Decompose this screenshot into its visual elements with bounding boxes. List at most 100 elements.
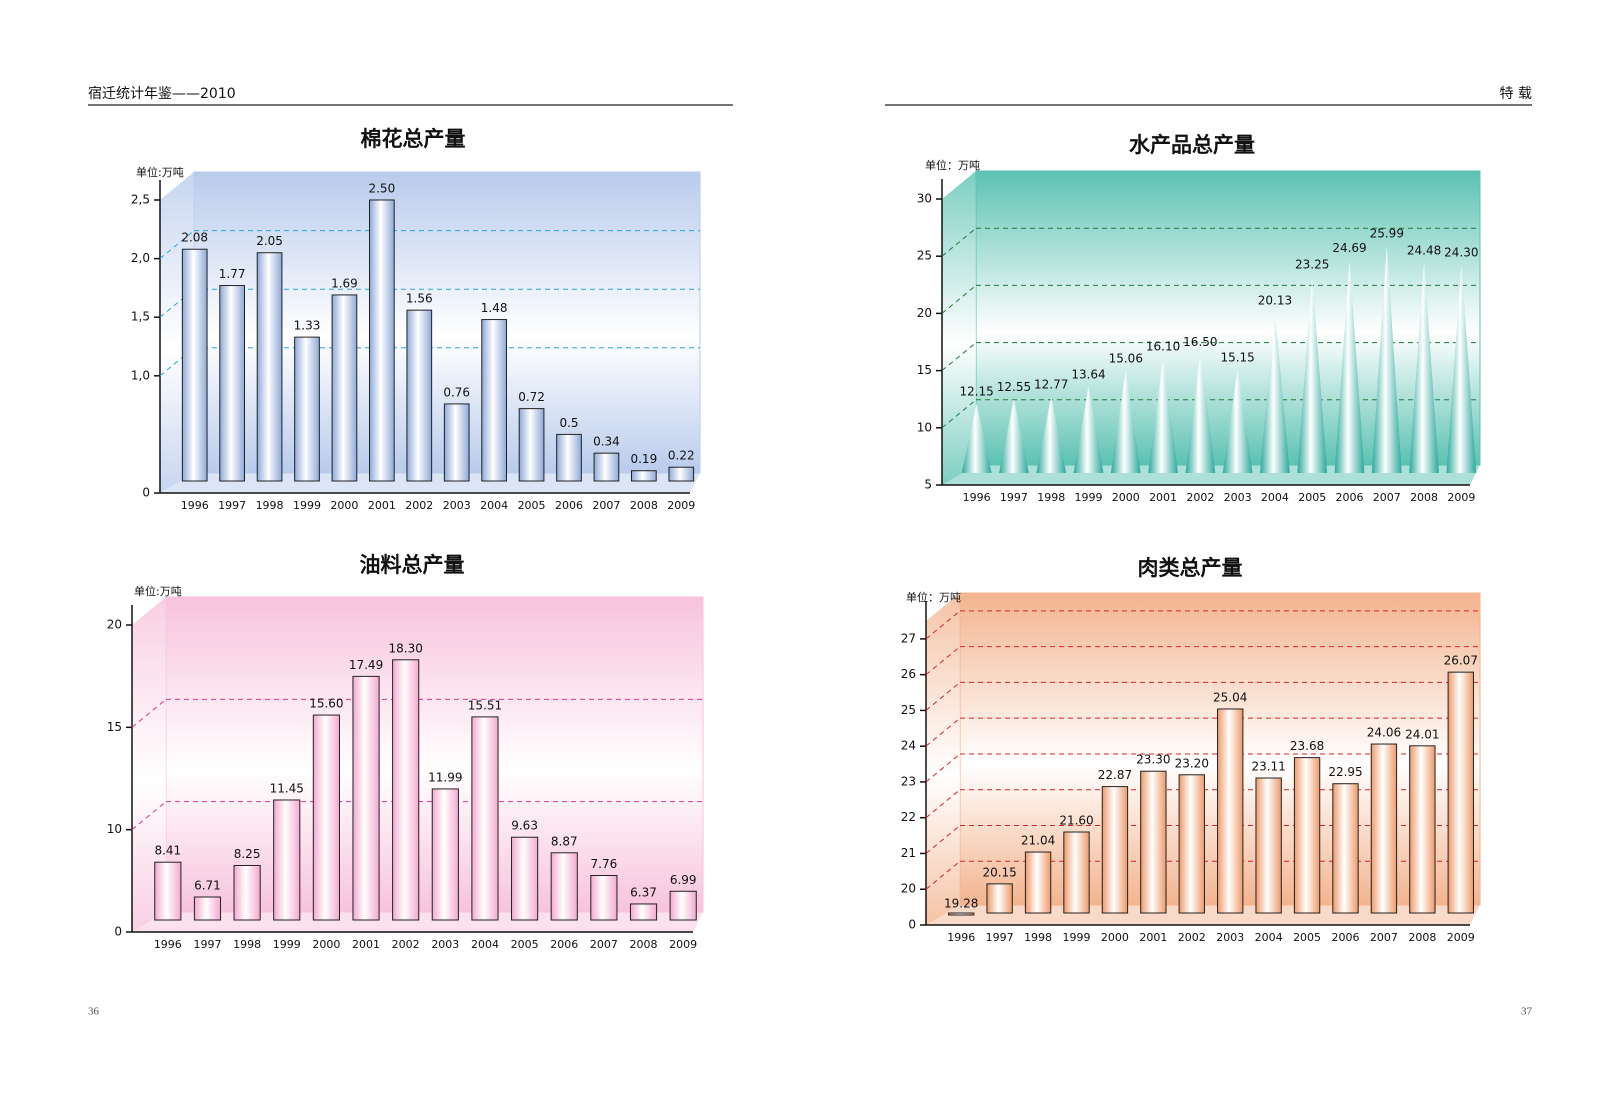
y-tick-label: 0 xyxy=(142,486,150,500)
grid-line xyxy=(941,227,977,257)
value-label: 15.60 xyxy=(309,697,343,711)
x-tick-label: 2005 xyxy=(511,938,539,951)
bar xyxy=(312,714,340,921)
chart-title: 油料总产量 xyxy=(360,553,465,577)
x-tick-label: 2000 xyxy=(1101,931,1129,944)
bar xyxy=(471,716,499,921)
bar xyxy=(631,470,657,482)
x-tick-label: 2004 xyxy=(480,499,508,512)
x-tick-label: 1996 xyxy=(947,931,975,944)
bar xyxy=(431,788,459,921)
y-tick-label: 5 xyxy=(924,478,932,492)
value-label: 0.22 xyxy=(668,449,695,463)
bar xyxy=(1178,774,1205,914)
x-tick-label: 2002 xyxy=(1178,931,1206,944)
bar xyxy=(1063,831,1090,914)
bar xyxy=(294,336,320,482)
x-tick-label: 1997 xyxy=(218,499,246,512)
x-tick-label: 2003 xyxy=(431,938,459,951)
bar xyxy=(550,852,578,921)
cone xyxy=(1446,264,1477,473)
x-tick-label: 2000 xyxy=(312,938,340,951)
grid-line xyxy=(925,682,961,711)
grid-line xyxy=(925,610,961,640)
bar xyxy=(986,883,1013,914)
value-label: 6.71 xyxy=(194,879,221,893)
value-label: 15.51 xyxy=(468,698,502,712)
x-tick-label: 2005 xyxy=(518,499,546,512)
x-tick-label: 1999 xyxy=(1063,931,1091,944)
y-tick-label: 25 xyxy=(917,249,932,263)
value-label: 2.08 xyxy=(181,231,208,245)
x-tick-label: 2007 xyxy=(590,938,618,951)
x-tick-label: 2002 xyxy=(405,499,433,512)
grid-line xyxy=(925,789,961,819)
grid-line xyxy=(941,399,977,429)
x-tick-label: 2007 xyxy=(1370,931,1398,944)
x-tick-label: 2001 xyxy=(368,499,396,512)
grid-line xyxy=(159,230,195,259)
value-label: 24.01 xyxy=(1405,727,1439,741)
value-label: 1.69 xyxy=(331,276,358,290)
value-label: 8.41 xyxy=(154,844,181,858)
value-label: 17.49 xyxy=(349,658,383,672)
grid-line xyxy=(925,717,961,747)
bar xyxy=(593,452,620,482)
cone xyxy=(1222,368,1253,473)
grid-line xyxy=(941,285,977,314)
cone xyxy=(1036,396,1067,473)
value-label: 0.5 xyxy=(559,416,578,430)
bar xyxy=(1370,743,1398,914)
x-tick-label: 2005 xyxy=(1293,931,1321,944)
bar xyxy=(256,252,283,482)
x-tick-label: 2003 xyxy=(1224,491,1252,504)
value-label: 12.15 xyxy=(959,385,993,399)
x-tick-label: 2002 xyxy=(392,938,420,951)
bar xyxy=(590,875,618,921)
y-tick-label: 20 xyxy=(917,306,932,320)
value-label: 1.56 xyxy=(406,292,433,306)
value-label: 24.69 xyxy=(1332,241,1366,255)
grid-line xyxy=(925,753,961,783)
bar xyxy=(392,659,420,921)
x-tick-label: 1996 xyxy=(963,491,991,504)
y-tick-label: 2,0 xyxy=(131,251,150,265)
x-tick-label: 1999 xyxy=(273,938,301,951)
y-tick-label: 22 xyxy=(901,810,916,824)
chart-title: 肉类总产量 xyxy=(1138,556,1243,580)
value-label: 23.30 xyxy=(1136,753,1170,767)
cone xyxy=(1073,386,1104,473)
y-tick-label: 10 xyxy=(107,822,122,836)
grid-line xyxy=(925,825,961,854)
x-tick-label: 1997 xyxy=(193,938,221,951)
value-label: 19.28 xyxy=(944,896,978,910)
value-label: 18.30 xyxy=(388,641,422,655)
bar xyxy=(1140,770,1167,914)
cone xyxy=(1297,276,1328,473)
cone xyxy=(1260,311,1290,473)
bar xyxy=(406,309,433,482)
x-tick-label: 2004 xyxy=(471,938,499,951)
value-label: 21.60 xyxy=(1059,814,1093,828)
x-tick-label: 2006 xyxy=(1336,491,1364,504)
bar xyxy=(668,466,695,482)
x-tick-label: 1996 xyxy=(181,499,209,512)
value-label: 23.11 xyxy=(1251,760,1285,774)
value-label: 6.99 xyxy=(670,873,697,887)
value-label: 23.68 xyxy=(1290,739,1324,753)
value-label: 2.50 xyxy=(368,182,395,196)
bar xyxy=(369,199,395,482)
y-tick-label: 15 xyxy=(107,720,122,734)
grid-line xyxy=(925,646,961,676)
value-label: 25.04 xyxy=(1213,690,1247,704)
value-label: 26.07 xyxy=(1444,654,1478,668)
value-label: 1.77 xyxy=(219,267,246,281)
x-tick-label: 2001 xyxy=(1139,931,1167,944)
value-label: 23.20 xyxy=(1175,756,1209,770)
unit-label: 单位:万吨 xyxy=(136,165,184,179)
chart-title: 棉花总产量 xyxy=(361,127,466,151)
bar xyxy=(1447,671,1474,914)
value-label: 0.76 xyxy=(443,385,470,399)
unit-label: 单位：万吨 xyxy=(925,158,980,172)
